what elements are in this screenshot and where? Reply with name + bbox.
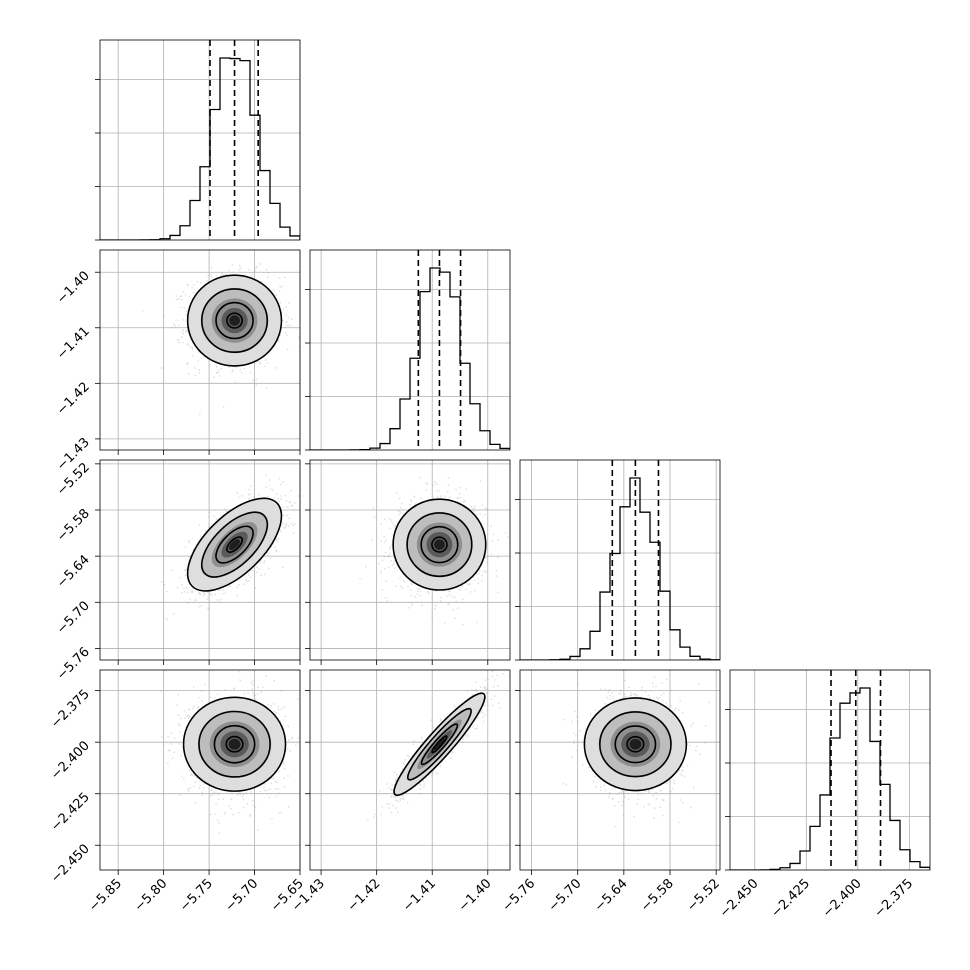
contour-2 xyxy=(599,711,672,778)
x-tick-label: −5.58 xyxy=(638,876,677,915)
contour-1 xyxy=(614,725,657,764)
x-tick-label: −1.42 xyxy=(345,876,384,915)
y-tick-label: −1.40 xyxy=(54,268,93,307)
y-tick-label: −5.58 xyxy=(54,506,93,545)
panel-frame xyxy=(99,39,301,241)
scatter-panel-1-0 xyxy=(95,249,301,455)
x-tick-label: −5.76 xyxy=(500,876,539,915)
x-tick-label: −5.75 xyxy=(177,876,216,915)
density-level-4 xyxy=(629,738,642,750)
contour-1 xyxy=(215,301,254,340)
contour-3 xyxy=(182,696,287,792)
y-tick-label: −2.375 xyxy=(48,687,93,732)
contour-1 xyxy=(215,525,254,564)
contour-3 xyxy=(392,498,487,591)
density-level-4 xyxy=(434,539,445,550)
panel-frame xyxy=(309,669,511,871)
x-tick-label: −5.64 xyxy=(592,876,631,915)
y-tick-label: −5.70 xyxy=(54,599,93,638)
scatter-points xyxy=(359,476,509,626)
scatter-points xyxy=(367,670,510,821)
contour-0 xyxy=(431,536,448,553)
y-tick-label: −1.41 xyxy=(54,324,93,363)
contour-3 xyxy=(583,697,688,792)
x-tick-label: −5.70 xyxy=(223,876,262,915)
histogram-step xyxy=(100,57,300,240)
histogram-step xyxy=(520,477,720,660)
scatter-points xyxy=(562,676,710,828)
scatter-panel-2-0 xyxy=(95,459,301,665)
x-tick-label: −1.41 xyxy=(400,876,439,915)
contour-1 xyxy=(213,724,256,764)
y-tick-label: −5.76 xyxy=(54,645,93,684)
contour-2 xyxy=(201,288,269,354)
x-tick-label: −1.40 xyxy=(456,876,495,915)
histogram-step xyxy=(730,687,930,870)
density-level-4 xyxy=(229,315,240,326)
contour-0 xyxy=(226,536,243,553)
contour-0 xyxy=(226,312,243,329)
scatter-points xyxy=(161,474,300,621)
y-tick-label: −5.64 xyxy=(54,552,93,591)
contour-2 xyxy=(198,710,271,778)
histogram-panel-2 xyxy=(515,459,721,661)
contour-1 xyxy=(420,723,459,766)
panel-frame xyxy=(309,249,511,451)
contour-3 xyxy=(186,274,283,367)
x-tick-label: −5.80 xyxy=(132,876,171,915)
histogram-panel-3 xyxy=(725,669,931,871)
contour-3 xyxy=(186,497,283,592)
histogram-step xyxy=(310,267,510,450)
y-tick-label: −2.425 xyxy=(48,790,93,835)
x-tick-label: −2.425 xyxy=(768,876,813,921)
x-tick-label: −2.375 xyxy=(872,876,917,921)
scatter-panel-3-1 xyxy=(305,669,511,875)
density-level-4 xyxy=(228,738,241,750)
contour-1 xyxy=(420,525,459,564)
panel-frame xyxy=(99,459,301,661)
histogram-panel-0 xyxy=(95,39,301,241)
panel-frame xyxy=(99,249,301,451)
x-tick-label: −5.85 xyxy=(86,876,125,915)
panel-frame xyxy=(309,459,511,661)
scatter-points xyxy=(160,671,300,834)
density-level-4 xyxy=(229,539,241,550)
contour-2 xyxy=(201,511,269,578)
contour-0 xyxy=(225,735,244,753)
contour-2 xyxy=(406,512,473,578)
x-tick-label: −2.400 xyxy=(820,876,865,921)
panel-frame xyxy=(99,669,301,871)
panel-frame xyxy=(519,459,721,661)
scatter-panel-2-1 xyxy=(305,459,511,665)
contour-0 xyxy=(626,735,645,753)
y-tick-label: −2.400 xyxy=(48,738,93,783)
contour-2 xyxy=(406,707,472,781)
scatter-panel-3-2 xyxy=(515,669,721,875)
y-tick-label: −1.42 xyxy=(54,380,93,419)
panel-frame xyxy=(729,669,931,871)
x-tick-label: −5.70 xyxy=(546,876,585,915)
density-level-4 xyxy=(434,738,445,751)
y-tick-label: −2.450 xyxy=(48,841,93,886)
scatter-points xyxy=(142,263,300,415)
panel-frame xyxy=(519,669,721,871)
contour-3 xyxy=(393,692,486,797)
contour-0 xyxy=(431,735,448,754)
histogram-panel-1 xyxy=(305,249,511,451)
scatter-panel-3-0 xyxy=(95,669,301,875)
x-tick-label: −2.450 xyxy=(717,876,762,921)
